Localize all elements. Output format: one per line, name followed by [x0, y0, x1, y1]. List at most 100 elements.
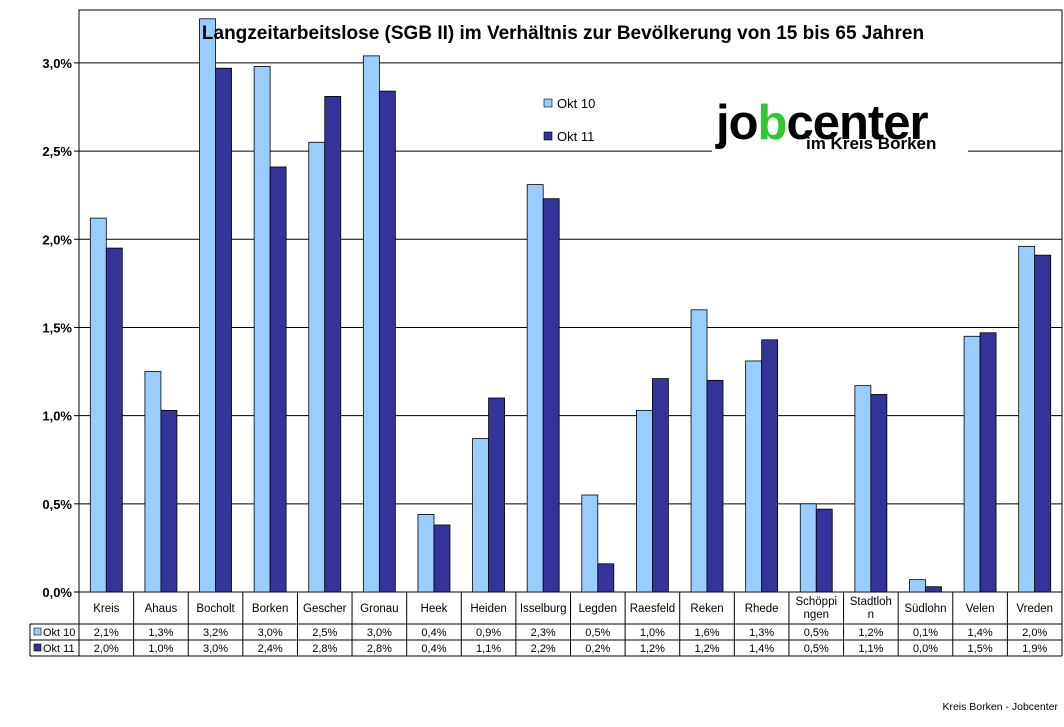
- legend-swatch-okt11: [543, 131, 553, 141]
- bar-okt11-12: [761, 339, 779, 593]
- table-cell: 2,0%: [94, 643, 119, 655]
- bar-okt11-15: [925, 586, 942, 593]
- table-cell: 3,0%: [203, 643, 228, 655]
- category-label-15: Südlohn: [904, 603, 946, 615]
- y-axis: 0,0% 0,5% 1,0% 1,5% 2,0% 2,5% 3,0%: [42, 56, 79, 600]
- bar-okt10-4: [308, 141, 326, 593]
- table-cell: 0,4%: [421, 627, 446, 639]
- bar-okt11-3: [269, 166, 287, 593]
- bar-okt10-15: [909, 579, 926, 593]
- table-legend-key-0: [33, 627, 42, 636]
- bar-okt11-7: [488, 397, 505, 593]
- table-cell: 1,3%: [148, 627, 173, 639]
- bar-okt10-3: [253, 66, 271, 593]
- table-cell: 3,0%: [367, 627, 392, 639]
- logo-accent-b: b: [758, 96, 787, 150]
- bar-okt10-16: [963, 335, 981, 593]
- bar-okt10-10: [636, 409, 653, 593]
- table-cell: 3,0%: [258, 627, 283, 639]
- category-label-3: Borken: [252, 603, 288, 615]
- bar-okt10-14: [854, 385, 872, 593]
- y-tick-label: 1,5%: [42, 320, 72, 335]
- bar-okt11-17: [1034, 254, 1052, 593]
- table-cell: 2,0%: [1022, 627, 1047, 639]
- bar-okt11-10: [652, 378, 669, 593]
- bar-okt10-17: [1018, 245, 1036, 593]
- bar-okt10-1: [144, 371, 162, 593]
- table-cell: 1,3%: [749, 627, 774, 639]
- table-cell: 0,5%: [585, 627, 610, 639]
- bar-okt11-14: [870, 394, 888, 593]
- table-cell: 0,9%: [476, 627, 501, 639]
- category-label-16: Velen: [966, 603, 995, 615]
- table-cell: 1,1%: [858, 643, 883, 655]
- category-label-14: n: [868, 609, 874, 621]
- category-label-11: Reken: [690, 603, 723, 615]
- table-cell: 0,0%: [913, 643, 938, 655]
- bar-okt11-13: [815, 508, 833, 593]
- table-cell: 1,0%: [148, 643, 173, 655]
- jobcenter-logo: jobcenter im Kreis Borken: [712, 88, 968, 154]
- table-cell: 1,2%: [640, 643, 665, 655]
- category-label-13: ngen: [803, 609, 829, 621]
- table-cell: 1,2%: [858, 627, 883, 639]
- table-cell: 0,4%: [421, 643, 446, 655]
- chart-title: Langzeitarbeitslose (SGB II) im Verhältn…: [202, 23, 924, 44]
- legend-label-okt10: Okt 10: [557, 96, 595, 111]
- bar-okt10-9: [581, 494, 599, 593]
- category-label-7: Heiden: [470, 603, 506, 615]
- bar-okt11-2: [215, 67, 232, 593]
- bar-okt11-11: [706, 379, 724, 593]
- category-label-5: Gronau: [360, 603, 398, 615]
- bar-okt11-9: [597, 563, 615, 593]
- table-row-header-1: Okt 11: [43, 643, 75, 655]
- bar-okt10-8: [526, 184, 544, 593]
- category-label-1: Ahaus: [145, 603, 178, 615]
- y-tick-label: 2,0%: [42, 232, 72, 247]
- legend: Okt 10 Okt 11: [536, 88, 630, 150]
- table-row-header-0: Okt 10: [43, 627, 75, 639]
- bar-okt11-8: [542, 198, 560, 593]
- logo-text-jo: jo: [715, 96, 758, 150]
- table-cell: 1,5%: [968, 643, 993, 655]
- bars: [89, 18, 1052, 593]
- category-label-9: Legden: [579, 603, 617, 615]
- table-cell: 0,5%: [804, 627, 829, 639]
- bar-okt11-16: [979, 332, 997, 593]
- table-cell: 2,5%: [312, 627, 337, 639]
- table-cell: 2,3%: [531, 627, 556, 639]
- bar-okt11-6: [433, 524, 451, 593]
- bar-okt10-7: [472, 438, 489, 593]
- bar-okt11-4: [324, 96, 342, 593]
- table-cell: 1,1%: [476, 643, 501, 655]
- table-cell: 1,0%: [640, 627, 665, 639]
- table-cell: 3,2%: [203, 627, 228, 639]
- y-tick-label: 0,0%: [42, 585, 72, 600]
- bar-okt10-12: [745, 360, 763, 593]
- table-cell: 2,8%: [312, 643, 337, 655]
- category-label-12: Rhede: [745, 603, 779, 615]
- category-label-17: Vreden: [1016, 603, 1053, 615]
- y-tick-label: 1,0%: [42, 409, 72, 424]
- logo-text-center: center: [786, 96, 928, 150]
- category-label-8: Isselburg: [520, 603, 567, 615]
- table-cell: 1,6%: [694, 627, 719, 639]
- table-cell: 2,8%: [367, 643, 392, 655]
- table-cell: 2,2%: [531, 643, 556, 655]
- bar-okt10-13: [799, 503, 817, 593]
- table-cell: 2,4%: [258, 643, 283, 655]
- logo-background: [712, 88, 968, 154]
- category-label-6: Heek: [421, 603, 448, 615]
- legend-swatch-okt10: [543, 98, 553, 108]
- bar-okt10-11: [690, 309, 708, 593]
- table-cell: 0,2%: [585, 643, 610, 655]
- y-tick-label: 2,5%: [42, 144, 72, 159]
- table-cell: 0,1%: [913, 627, 938, 639]
- svg-text:jobcenter: jobcenter: [715, 96, 928, 150]
- bar-okt11-0: [105, 247, 123, 593]
- table-cell: 1,4%: [749, 643, 774, 655]
- bar-okt10-2: [199, 18, 216, 593]
- y-tick-label: 0,5%: [42, 497, 72, 512]
- category-label-0: Kreis: [93, 603, 119, 615]
